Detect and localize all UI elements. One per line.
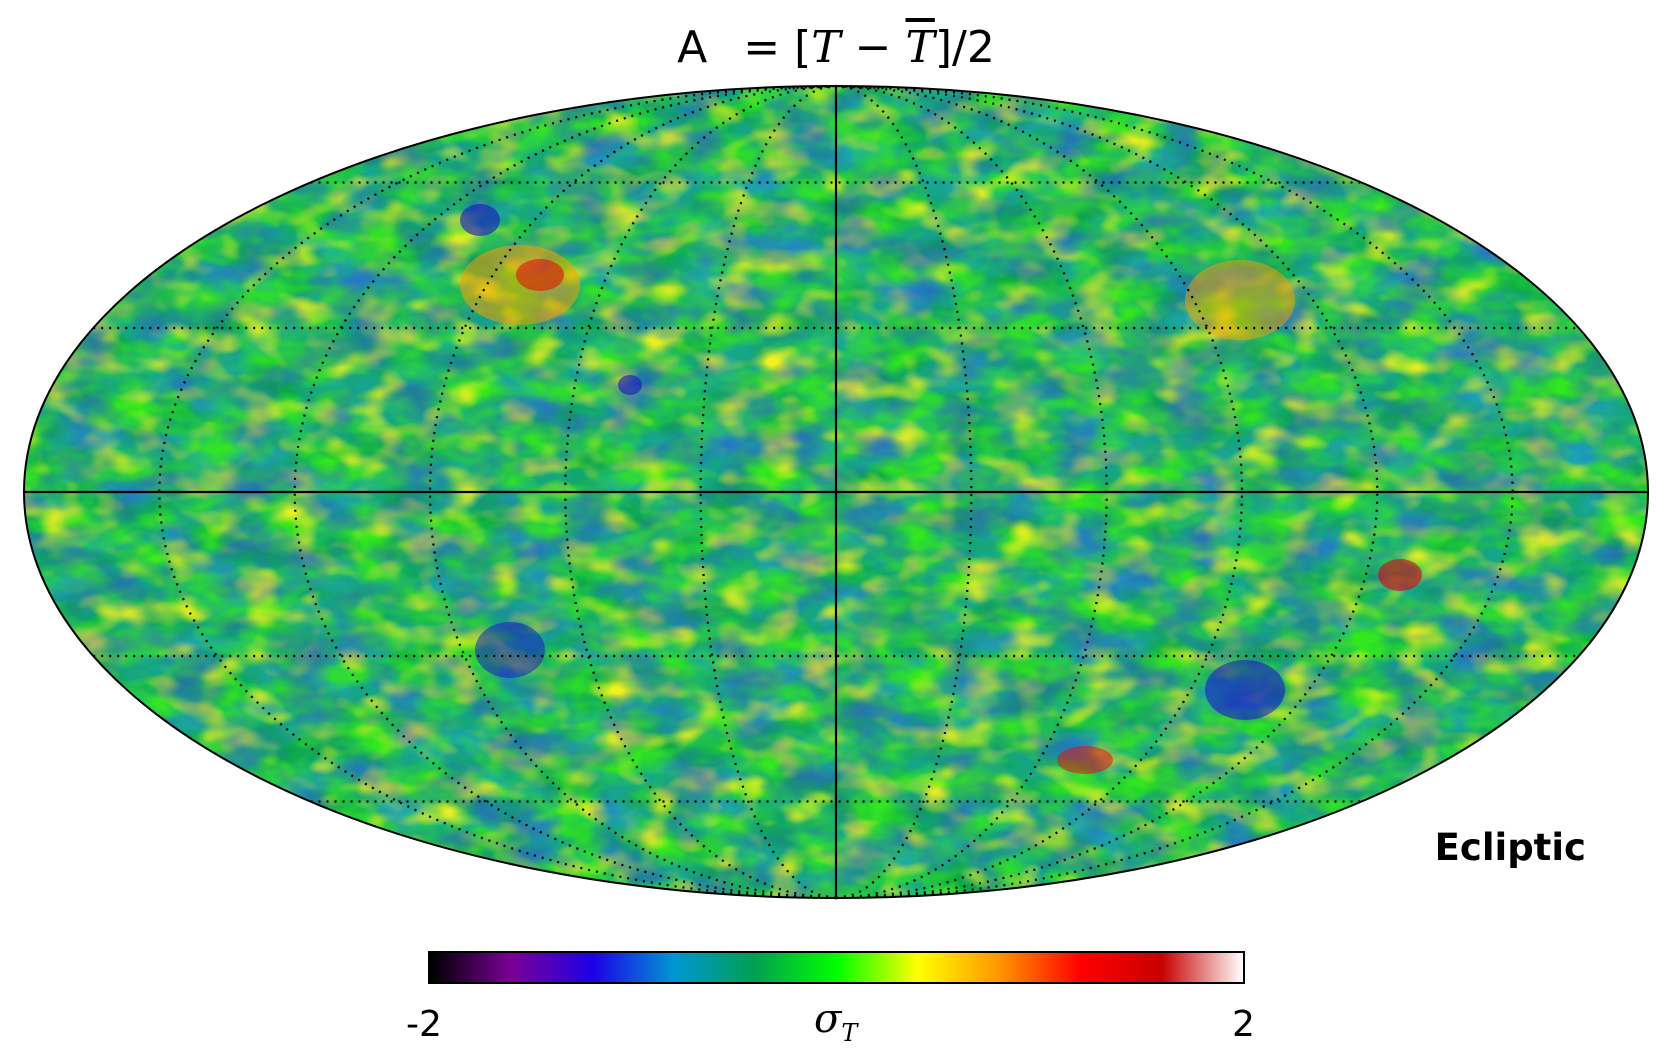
- title-minus: −: [840, 22, 906, 73]
- colorbar: [428, 951, 1245, 984]
- colorbar-label: σT: [814, 996, 857, 1047]
- title-var: T: [811, 22, 841, 73]
- title-eq-lead: = [: [743, 22, 812, 73]
- title-var-bar: T: [905, 22, 935, 73]
- title-prefix: A: [677, 22, 708, 73]
- coordinate-system-label: Ecliptic: [1434, 826, 1586, 869]
- title-eq-tail: ]/2: [934, 22, 995, 73]
- meridian-line: [835, 84, 1379, 900]
- meridian-line: [293, 84, 837, 900]
- colorbar-label-symbol: σ: [814, 996, 842, 1042]
- meridian-line: [835, 84, 973, 900]
- colorbar-label-sub: T: [841, 1019, 858, 1047]
- map-title: A = [T − T]/2: [0, 22, 1672, 73]
- map-outline: [23, 85, 1649, 899]
- colorbar-max-label: 2: [1232, 1004, 1255, 1045]
- colorbar-min-label: -2: [406, 1004, 442, 1045]
- meridian-line: [699, 84, 837, 900]
